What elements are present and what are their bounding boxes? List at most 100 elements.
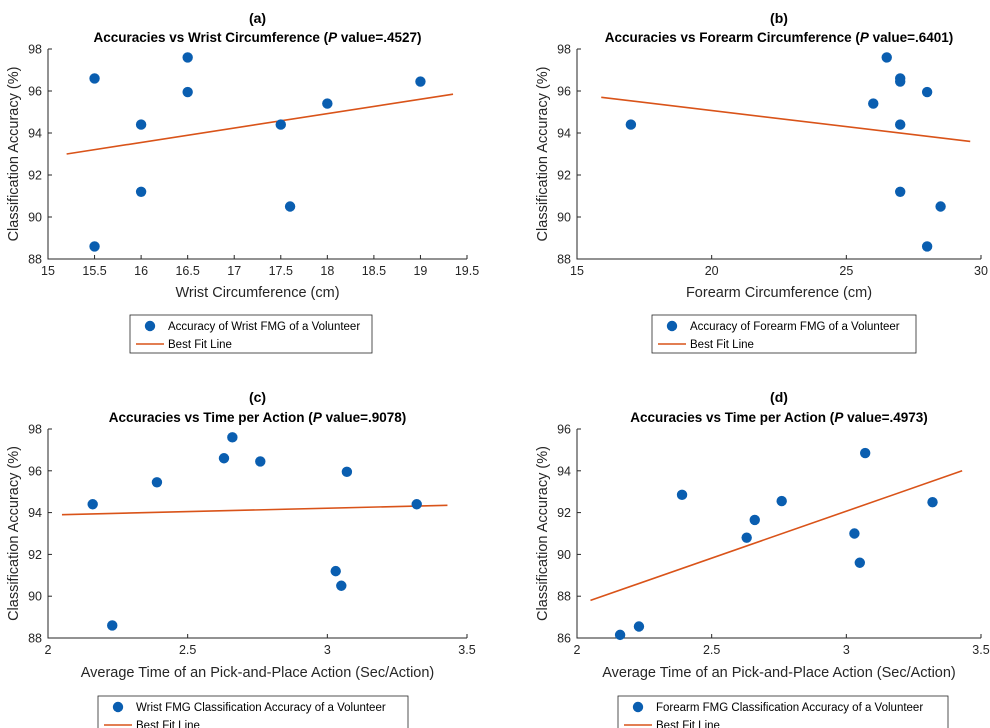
x-tick-label: 2.5 <box>179 643 196 657</box>
x-tick-label: 3.5 <box>458 643 475 657</box>
data-point <box>859 447 871 459</box>
data-point <box>218 453 230 464</box>
data-point <box>921 86 933 98</box>
x-tick-label: 3 <box>843 643 850 657</box>
y-tick-label: 94 <box>557 127 571 141</box>
data-point <box>411 499 422 510</box>
x-axis-label: Wrist Circumference (cm) <box>175 285 339 301</box>
data-point <box>255 456 266 467</box>
data-point <box>107 620 118 631</box>
y-tick-label: 88 <box>557 590 571 604</box>
x-tick-label: 15 <box>41 264 55 278</box>
data-point <box>87 499 98 510</box>
y-tick-label: 94 <box>28 506 42 520</box>
chart-panel-b: (b) Accuracies vs Forearm Circumference (… <box>535 10 988 354</box>
axes-frame <box>47 49 467 260</box>
data-point <box>625 119 637 130</box>
chart-title-text: value=.4527) <box>337 30 421 45</box>
chart-title-italic: P <box>328 30 338 45</box>
y-tick-label: 98 <box>28 43 42 57</box>
data-point <box>227 432 238 443</box>
y-axis-label: Classification Accuracy (%) <box>6 67 22 242</box>
legend: Accuracy of Forearm FMG of a Volunteer Be… <box>651 314 917 354</box>
data-point <box>322 98 333 109</box>
data-point <box>849 528 860 539</box>
legend-marker-icon <box>632 701 644 713</box>
chart-title-text: Accuracies vs Time per Action ( <box>109 410 314 425</box>
y-tick-label: 88 <box>28 253 42 267</box>
data-point <box>749 514 760 526</box>
data-point <box>868 98 879 109</box>
x-tick-label: 20 <box>705 264 719 278</box>
y-tick-label: 96 <box>28 464 42 478</box>
x-tick-label: 17.5 <box>269 264 293 278</box>
x-tick-label: 18 <box>320 264 334 278</box>
data-point <box>921 241 933 252</box>
legend-marker-icon <box>144 320 156 332</box>
chart-panel-a: (a) Accuracies vs Wrist Circumference (P … <box>6 10 479 354</box>
y-tick-label: 96 <box>557 85 571 99</box>
legend: Wrist FMG Classification Accuracy of a V… <box>97 695 409 728</box>
y-tick-label: 92 <box>28 169 42 183</box>
y-tick-label: 94 <box>557 464 571 478</box>
y-tick-label: 90 <box>28 590 42 604</box>
y-axis-label: Classification Accuracy (%) <box>535 446 551 621</box>
y-tick-label: 96 <box>557 423 571 437</box>
data-point <box>415 76 426 87</box>
chart-title-italic: P <box>313 410 323 425</box>
data-point <box>151 477 163 488</box>
best-fit-line <box>66 93 454 155</box>
data-point <box>341 466 353 478</box>
chart-title-text: Accuracies vs Forearm Circumference ( <box>605 30 861 45</box>
best-fit-line <box>61 504 448 516</box>
legend-entry-points: Accuracy of Wrist FMG of a Volunteer <box>168 321 360 333</box>
legend-marker-icon <box>666 320 678 332</box>
y-tick-label: 96 <box>28 85 42 99</box>
x-tick-label: 19.5 <box>455 264 479 278</box>
chart-title-text: Accuracies vs Time per Action ( <box>630 410 835 425</box>
x-tick-label: 2.5 <box>703 643 720 657</box>
chart-title: Accuracies vs Forearm Circumference (P v… <box>605 30 954 45</box>
data-point <box>275 119 286 130</box>
y-tick-label: 90 <box>557 548 571 562</box>
x-axis-label: Average Time of an Pick-and-Place Action… <box>602 665 956 681</box>
y-tick-label: 90 <box>28 211 42 225</box>
y-tick-label: 92 <box>28 548 42 562</box>
data-point <box>676 489 688 501</box>
x-tick-label: 2 <box>45 643 52 657</box>
axes-frame <box>576 429 981 639</box>
axes-frame <box>576 49 981 260</box>
legend-entry-fit: Best Fit Line <box>656 720 720 728</box>
x-tick-label: 16 <box>134 264 148 278</box>
data-point <box>854 557 865 568</box>
data-point <box>89 73 100 84</box>
chart-title: Accuracies vs Time per Action (P value=.… <box>109 410 407 425</box>
y-tick-label: 94 <box>28 127 42 141</box>
legend-entry-points: Forearm FMG Classification Accuracy of a… <box>656 702 923 714</box>
data-point <box>330 565 341 577</box>
chart-title-text: value=.4973) <box>843 410 927 425</box>
data-point <box>614 629 626 641</box>
data-point <box>284 201 296 212</box>
panel-label: (b) <box>770 10 788 26</box>
legend-box <box>617 695 949 728</box>
chart-title: Accuracies vs Wrist Circumference (P val… <box>93 30 421 45</box>
data-point <box>895 76 906 87</box>
best-fit-line <box>590 470 963 602</box>
panel-label: (a) <box>249 10 266 26</box>
data-point <box>935 201 946 212</box>
chart-title-italic: P <box>834 410 844 425</box>
data-point <box>895 186 906 197</box>
chart-title-text: value=.9078) <box>322 410 406 425</box>
x-tick-label: 3.5 <box>972 643 989 657</box>
data-point <box>741 532 752 543</box>
panel-label: (c) <box>249 389 266 405</box>
legend-marker-icon <box>112 701 124 713</box>
data-point <box>927 496 938 508</box>
y-axis-label: Classification Accuracy (%) <box>6 446 22 621</box>
x-tick-label: 15 <box>570 264 584 278</box>
legend-box <box>97 695 409 728</box>
data-point <box>895 119 906 130</box>
legend-entry-fit: Best Fit Line <box>690 339 754 351</box>
